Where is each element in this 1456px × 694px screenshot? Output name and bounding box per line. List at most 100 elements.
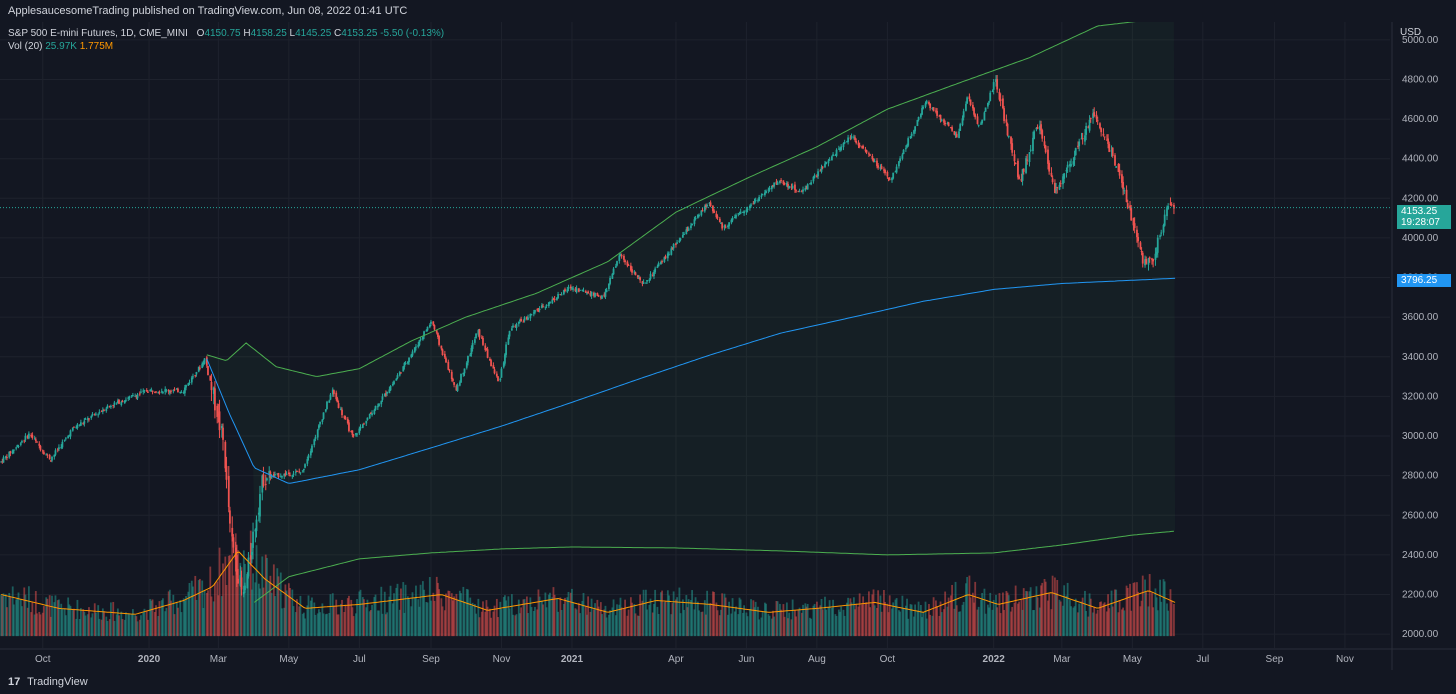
candle-body: [1036, 126, 1039, 129]
volume-bar: [750, 599, 752, 637]
candle-body: [805, 187, 808, 189]
candle-body: [268, 470, 271, 475]
candle-body: [175, 388, 178, 390]
volume-bar: [127, 613, 130, 637]
candle-body: [232, 537, 235, 548]
footer-brand: TradingView: [27, 676, 88, 688]
volume-bar: [2, 593, 5, 637]
candle-body: [477, 330, 480, 335]
candle-body: [188, 382, 191, 384]
candle-body: [976, 116, 979, 124]
volume-bar: [190, 580, 193, 637]
volume-bar: [1003, 609, 1005, 637]
candle-body: [504, 354, 506, 364]
volume-bar: [817, 608, 819, 637]
candle-body: [419, 338, 422, 340]
volume-bar: [959, 611, 962, 637]
volume-bar: [301, 613, 304, 637]
candle-body: [981, 120, 984, 124]
price-chart[interactable]: 2000.00 2200.00 2400.00 2600.00 2800.00 3000.…: [0, 19, 1456, 670]
volume-bar: [773, 616, 776, 637]
volume-bar: [373, 597, 376, 637]
volume-bar: [363, 599, 365, 637]
volume-bar: [348, 595, 350, 637]
candle-body: [391, 383, 394, 386]
candle-body: [270, 475, 273, 479]
volume-bar: [1160, 601, 1163, 637]
volume-bar: [1114, 589, 1116, 637]
candle-body: [980, 123, 982, 125]
volume-bar: [795, 616, 798, 637]
volume-bar: [758, 619, 761, 637]
candle-body: [846, 141, 848, 143]
volume-bar: [158, 601, 161, 637]
volume-bar: [388, 596, 391, 637]
candle-body: [879, 167, 882, 169]
volume-bar: [683, 609, 685, 637]
volume-bar: [603, 609, 606, 637]
volume-bar: [393, 593, 395, 637]
chart-area[interactable]: 2000.00 2200.00 2400.00 2600.00 2800.00 3000.…: [0, 19, 1456, 670]
candle-body: [832, 154, 834, 156]
volume-bar: [291, 589, 294, 637]
volume-bar: [453, 596, 455, 637]
candle-body: [1100, 128, 1103, 133]
candle-body: [378, 403, 380, 407]
candle-body: [11, 450, 14, 454]
volume-bar: [4, 594, 7, 637]
candle-body: [991, 91, 994, 93]
volume-bar: [1103, 602, 1106, 637]
volume-bar: [432, 592, 435, 637]
volume-bar: [1147, 606, 1150, 637]
candle-body: [666, 253, 669, 259]
volume-bar: [560, 609, 563, 637]
volume-bar: [480, 611, 483, 637]
candle-body: [328, 400, 331, 403]
candle-body: [304, 464, 306, 468]
volume-bar: [675, 599, 677, 637]
candle-body: [670, 248, 673, 255]
candle-body: [661, 261, 663, 263]
volume-bar: [460, 593, 462, 637]
candle-body: [417, 344, 420, 347]
volume-bar: [150, 600, 153, 637]
volume-bar: [115, 614, 118, 637]
volume-bar: [1033, 610, 1036, 637]
candle-body: [307, 455, 310, 458]
candle-body: [968, 96, 971, 100]
volume-bar: [753, 607, 756, 637]
volume-bar: [551, 597, 554, 637]
volume-bar: [1050, 609, 1053, 637]
candle-body: [1118, 169, 1121, 176]
volume-bar: [760, 617, 763, 637]
candle-body: [742, 211, 744, 213]
volume-bar: [935, 600, 937, 637]
volume-bar: [456, 599, 459, 637]
volume-bar: [105, 616, 108, 637]
candle-body: [984, 107, 987, 112]
volume-bar: [984, 613, 987, 637]
volume-bar: [502, 597, 505, 637]
volume-bar: [495, 598, 498, 637]
candle-body: [873, 161, 876, 163]
volume-bar: [569, 592, 572, 637]
candle-body: [400, 372, 402, 374]
candle-body: [235, 555, 238, 575]
volume-bar: [712, 591, 714, 637]
candle-body: [12, 449, 15, 451]
volume-bar: [876, 607, 878, 637]
y-tick-label: 2200.00: [1402, 590, 1439, 601]
volume-bar: [877, 590, 880, 637]
candle-body: [931, 108, 934, 110]
volume-bar: [782, 604, 785, 637]
candle-body: [1141, 252, 1144, 264]
volume-bar: [1154, 588, 1157, 637]
candle-body: [928, 101, 930, 104]
candle-body: [1010, 136, 1012, 144]
volume-bar: [733, 611, 736, 637]
candle-body: [1136, 229, 1138, 238]
volume-bar: [921, 617, 923, 637]
candle-body: [67, 435, 70, 439]
volume-bar: [914, 604, 917, 637]
candle-body: [284, 473, 287, 476]
